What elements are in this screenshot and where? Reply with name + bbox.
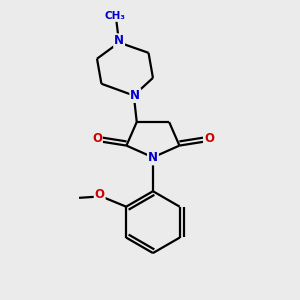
Text: O: O: [92, 132, 102, 145]
Text: N: N: [148, 152, 158, 164]
Text: O: O: [95, 188, 105, 200]
Text: N: N: [130, 89, 140, 102]
Text: N: N: [114, 34, 124, 47]
Text: O: O: [204, 132, 214, 145]
Text: CH₃: CH₃: [104, 11, 125, 21]
